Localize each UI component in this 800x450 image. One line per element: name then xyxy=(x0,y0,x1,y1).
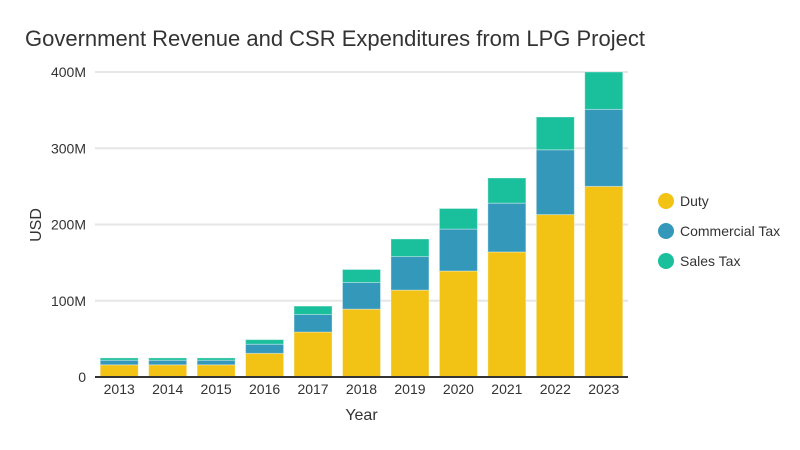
bar-commercial-tax-2021 xyxy=(487,202,527,253)
legend: Duty Commercial Tax Sales Tax xyxy=(658,186,780,276)
bar-sales-tax-2022 xyxy=(535,116,575,151)
bar-duty-2019 xyxy=(390,289,430,378)
chart-title: Government Revenue and CSR Expenditures … xyxy=(25,26,645,51)
y-axis-title: USD xyxy=(28,208,45,242)
x-tick-label: 2015 xyxy=(201,381,232,397)
x-tick-label: 2017 xyxy=(297,381,328,397)
x-tick-label: 2016 xyxy=(249,381,280,397)
bar-sales-tax-2013 xyxy=(99,357,139,361)
bar-sales-tax-2017 xyxy=(293,305,333,315)
legend-swatch-icon xyxy=(658,223,674,239)
legend-swatch-icon xyxy=(658,253,674,269)
bar-commercial-tax-2022 xyxy=(535,149,575,216)
legend-label: Commercial Tax xyxy=(680,223,781,239)
bar-commercial-tax-2013 xyxy=(99,359,139,366)
x-tick-label: 2020 xyxy=(443,381,474,397)
x-tick-label: 2018 xyxy=(346,381,377,397)
bar-sales-tax-2014 xyxy=(148,357,188,361)
bar-duty-2014 xyxy=(148,364,188,378)
bar-duty-2018 xyxy=(342,308,381,378)
bar-sales-tax-2018 xyxy=(342,268,381,283)
y-tick-label: 100M xyxy=(51,293,86,309)
bar-sales-tax-2016 xyxy=(245,339,285,345)
bar-duty-2017 xyxy=(293,331,333,378)
legend-item-sales-tax[interactable]: Sales Tax xyxy=(658,246,780,276)
legend-swatch-icon xyxy=(658,193,674,209)
y-tick-label: 0 xyxy=(78,369,86,385)
legend-label: Sales Tax xyxy=(680,253,741,269)
bar-commercial-tax-2018 xyxy=(342,281,381,310)
legend-item-duty[interactable]: Duty xyxy=(658,186,780,216)
legend-item-commercial-tax[interactable]: Commercial Tax xyxy=(658,216,780,246)
bar-duty-2023 xyxy=(584,185,624,378)
bar-commercial-tax-2019 xyxy=(390,256,430,291)
bar-duty-2022 xyxy=(535,214,575,378)
bar-duty-2013 xyxy=(99,364,139,378)
bar-sales-tax-2023 xyxy=(584,71,624,110)
bar-duty-2020 xyxy=(438,270,478,378)
x-tick-label: 2013 xyxy=(104,381,135,397)
bar-duty-2015 xyxy=(196,364,236,378)
bar-commercial-tax-2017 xyxy=(293,313,333,333)
bar-commercial-tax-2020 xyxy=(438,228,478,272)
x-tick-label: 2014 xyxy=(152,381,183,397)
y-tick-label: 400M xyxy=(51,64,86,80)
legend-label: Duty xyxy=(680,193,709,209)
x-tick-label: 2023 xyxy=(588,381,619,397)
bar-duty-2016 xyxy=(245,352,285,378)
bar-commercial-tax-2023 xyxy=(584,108,624,187)
bar-sales-tax-2020 xyxy=(438,207,478,230)
bar-sales-tax-2021 xyxy=(487,177,527,204)
y-tick-label: 300M xyxy=(51,140,86,156)
bar-commercial-tax-2015 xyxy=(196,359,236,366)
y-tick-label: 200M xyxy=(51,217,86,233)
bar-duty-2021 xyxy=(487,251,527,378)
bar-commercial-tax-2014 xyxy=(148,359,188,366)
x-tick-label: 2021 xyxy=(491,381,522,397)
x-tick-label: 2022 xyxy=(540,381,571,397)
x-tick-label: 2019 xyxy=(394,381,425,397)
bar-sales-tax-2015 xyxy=(196,357,236,361)
x-axis-title: Year xyxy=(345,407,378,424)
bar-sales-tax-2019 xyxy=(390,238,430,258)
bar-commercial-tax-2016 xyxy=(245,343,285,354)
